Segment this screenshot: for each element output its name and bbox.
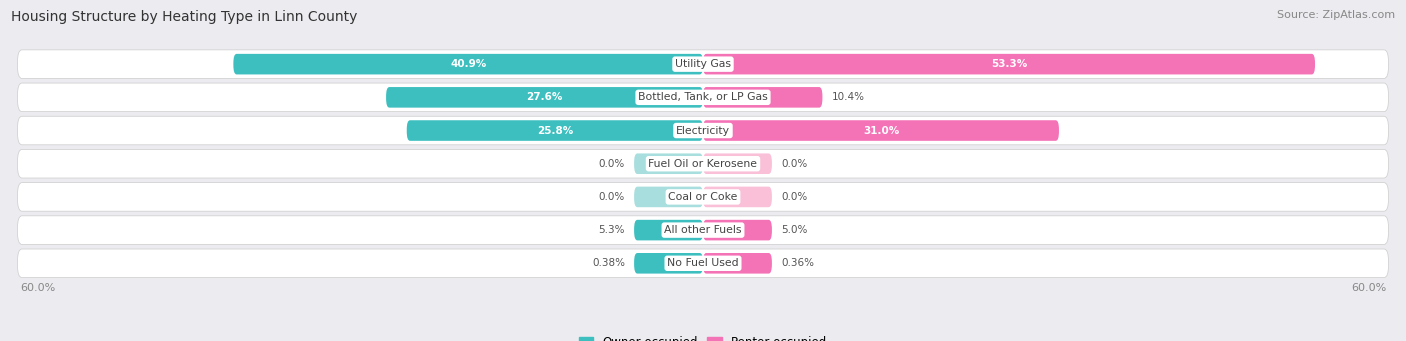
FancyBboxPatch shape: [387, 87, 703, 108]
Text: Fuel Oil or Kerosene: Fuel Oil or Kerosene: [648, 159, 758, 169]
Text: Housing Structure by Heating Type in Linn County: Housing Structure by Heating Type in Lin…: [11, 10, 357, 24]
FancyBboxPatch shape: [17, 116, 1389, 145]
FancyBboxPatch shape: [406, 120, 703, 141]
Text: 60.0%: 60.0%: [20, 283, 55, 293]
FancyBboxPatch shape: [634, 253, 703, 273]
Text: 5.3%: 5.3%: [599, 225, 624, 235]
FancyBboxPatch shape: [703, 87, 823, 108]
Text: Electricity: Electricity: [676, 125, 730, 135]
Text: Source: ZipAtlas.com: Source: ZipAtlas.com: [1277, 10, 1395, 20]
Text: 31.0%: 31.0%: [863, 125, 898, 135]
FancyBboxPatch shape: [634, 187, 703, 207]
FancyBboxPatch shape: [17, 83, 1389, 112]
Text: Bottled, Tank, or LP Gas: Bottled, Tank, or LP Gas: [638, 92, 768, 102]
FancyBboxPatch shape: [17, 249, 1389, 278]
Text: All other Fuels: All other Fuels: [664, 225, 742, 235]
Text: 40.9%: 40.9%: [450, 59, 486, 69]
FancyBboxPatch shape: [703, 187, 772, 207]
FancyBboxPatch shape: [233, 54, 703, 74]
Text: 25.8%: 25.8%: [537, 125, 574, 135]
Text: 0.0%: 0.0%: [782, 159, 807, 169]
Text: 53.3%: 53.3%: [991, 59, 1028, 69]
Text: 0.0%: 0.0%: [599, 192, 624, 202]
Text: 27.6%: 27.6%: [526, 92, 562, 102]
FancyBboxPatch shape: [703, 220, 772, 240]
Text: No Fuel Used: No Fuel Used: [668, 258, 738, 268]
FancyBboxPatch shape: [703, 120, 1059, 141]
FancyBboxPatch shape: [703, 253, 772, 273]
Text: Coal or Coke: Coal or Coke: [668, 192, 738, 202]
Text: 0.0%: 0.0%: [782, 192, 807, 202]
Text: 0.36%: 0.36%: [782, 258, 814, 268]
FancyBboxPatch shape: [703, 153, 772, 174]
FancyBboxPatch shape: [17, 50, 1389, 78]
Text: 60.0%: 60.0%: [1351, 283, 1386, 293]
Text: 5.0%: 5.0%: [782, 225, 807, 235]
Text: Utility Gas: Utility Gas: [675, 59, 731, 69]
FancyBboxPatch shape: [634, 153, 703, 174]
FancyBboxPatch shape: [703, 54, 1315, 74]
FancyBboxPatch shape: [634, 220, 703, 240]
FancyBboxPatch shape: [17, 183, 1389, 211]
Legend: Owner-occupied, Renter-occupied: Owner-occupied, Renter-occupied: [574, 331, 832, 341]
FancyBboxPatch shape: [17, 216, 1389, 244]
Text: 0.38%: 0.38%: [592, 258, 624, 268]
Text: 0.0%: 0.0%: [599, 159, 624, 169]
FancyBboxPatch shape: [17, 149, 1389, 178]
Text: 10.4%: 10.4%: [831, 92, 865, 102]
